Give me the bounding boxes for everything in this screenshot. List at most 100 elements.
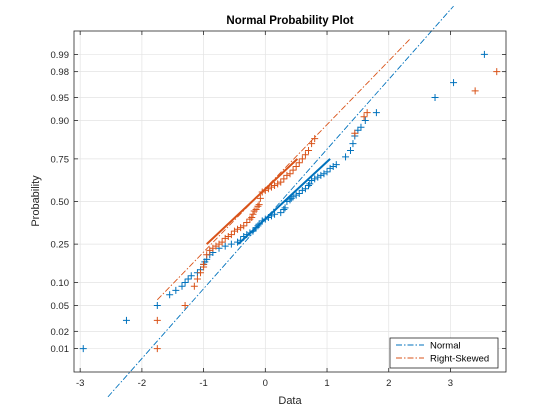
data-point-normal — [246, 229, 254, 237]
y-tick-label: 0.05 — [51, 301, 70, 312]
legend-label-right-skewed: Right-Skewed — [430, 354, 489, 365]
data-point-normal — [237, 236, 245, 244]
data-point-normal — [286, 196, 294, 204]
y-tick-label: 0.98 — [51, 67, 70, 78]
legend: Normal Right-Skewed — [389, 337, 499, 369]
data-point-right-skewed — [305, 147, 313, 155]
data-point-normal — [184, 275, 192, 283]
data-point-right-skewed — [295, 159, 303, 167]
data-point-right-skewed — [360, 113, 368, 121]
x-tick-label: -3 — [76, 378, 84, 389]
data-point-normal — [354, 126, 362, 134]
data-point-normal — [166, 291, 174, 299]
chart-title: Normal Probability Plot — [226, 15, 353, 27]
fit-segment-right-skewed — [206, 158, 299, 245]
data-point-right-skewed — [258, 188, 266, 196]
grid — [74, 31, 506, 372]
data-point-normal — [323, 168, 331, 176]
data-point-right-skewed — [249, 210, 257, 218]
data-point-normal — [326, 164, 334, 172]
data-point-normal — [298, 186, 306, 194]
data-point-right-skewed — [274, 180, 282, 188]
data-point-right-skewed — [237, 224, 245, 232]
data-point-normal — [267, 212, 275, 220]
data-point-normal — [280, 205, 288, 213]
data-point-normal — [320, 170, 328, 178]
data-point-right-skewed — [471, 87, 479, 95]
legend-label-normal: Normal — [430, 341, 461, 352]
data-point-normal — [372, 109, 380, 117]
data-point-right-skewed — [289, 166, 297, 174]
data-point-normal — [122, 316, 130, 324]
data-point-right-skewed — [261, 186, 269, 194]
x-tick-label: 1 — [324, 378, 329, 389]
data-point-normal — [431, 94, 439, 102]
y-tick-label: 0.99 — [51, 50, 70, 61]
data-point-right-skewed — [240, 222, 248, 230]
reference-line-normal — [107, 5, 454, 398]
data-point-right-skewed — [363, 109, 371, 117]
data-point-normal — [172, 286, 180, 294]
data-point-right-skewed — [267, 183, 275, 191]
data-point-normal — [79, 345, 87, 353]
data-point-normal — [249, 227, 257, 235]
data-point-normal — [342, 153, 350, 161]
data-point-right-skewed — [227, 231, 235, 239]
data-point-normal — [271, 210, 279, 218]
data-point-normal — [258, 217, 266, 225]
data-point-right-skewed — [271, 181, 279, 189]
data-point-right-skewed — [351, 129, 359, 137]
data-point-normal — [295, 190, 303, 198]
data-point-normal — [349, 140, 357, 148]
data-point-normal — [311, 175, 319, 183]
data-point-right-skewed — [264, 185, 272, 193]
legend-box — [389, 337, 499, 369]
data-point-right-skewed — [308, 140, 316, 148]
x-axis-ticks: -3 -2 -1 0 1 2 3 — [76, 31, 453, 389]
data-point-normal — [357, 123, 365, 131]
data-point-right-skewed — [280, 175, 288, 183]
data-point-normal — [255, 220, 263, 228]
data-point-normal — [332, 161, 340, 169]
data-point-normal — [181, 279, 189, 287]
data-point-normal — [277, 209, 285, 217]
data-point-right-skewed — [153, 345, 161, 353]
data-point-normal — [361, 116, 369, 124]
data-point-normal — [292, 191, 300, 199]
data-point-right-skewed — [286, 170, 294, 178]
data-point-normal — [227, 240, 235, 248]
data-point-right-skewed — [277, 178, 285, 186]
y-axis-ticks: 0.01 0.02 0.05 0.10 0.25 0.50 0.75 0.90 0.95 0.98… — [51, 50, 506, 355]
x-tick-label: -1 — [199, 378, 207, 389]
data-point-normal — [480, 50, 488, 58]
data-point-normal — [178, 282, 186, 290]
data-point-normal — [187, 272, 195, 280]
data-point-right-skewed — [224, 232, 232, 240]
y-tick-label: 0.02 — [51, 327, 70, 338]
data-point-right-skewed — [301, 151, 309, 159]
data-point-right-skewed — [203, 251, 211, 259]
x-axis-label: Data — [278, 395, 302, 407]
data-point-normal — [450, 79, 458, 87]
data-point-normal — [264, 214, 272, 222]
data-point-normal — [243, 231, 251, 239]
data-point-normal — [261, 215, 269, 223]
data-markers — [79, 50, 501, 353]
y-tick-label: 0.10 — [51, 278, 70, 289]
data-point-right-skewed — [256, 194, 264, 202]
data-point-right-skewed — [255, 201, 263, 209]
data-point-normal — [317, 171, 325, 179]
data-point-normal — [153, 301, 161, 309]
data-point-right-skewed — [283, 171, 291, 179]
data-point-normal — [301, 185, 309, 193]
data-point-right-skewed — [234, 225, 242, 233]
reference-line-right-skewed — [156, 38, 411, 301]
data-point-right-skewed — [292, 163, 300, 171]
x-tick-label: 3 — [448, 378, 453, 389]
data-point-normal — [254, 222, 262, 230]
data-point-right-skewed — [193, 275, 201, 283]
data-point-normal — [283, 198, 291, 205]
data-point-normal — [281, 204, 289, 212]
data-point-right-skewed — [248, 214, 256, 222]
